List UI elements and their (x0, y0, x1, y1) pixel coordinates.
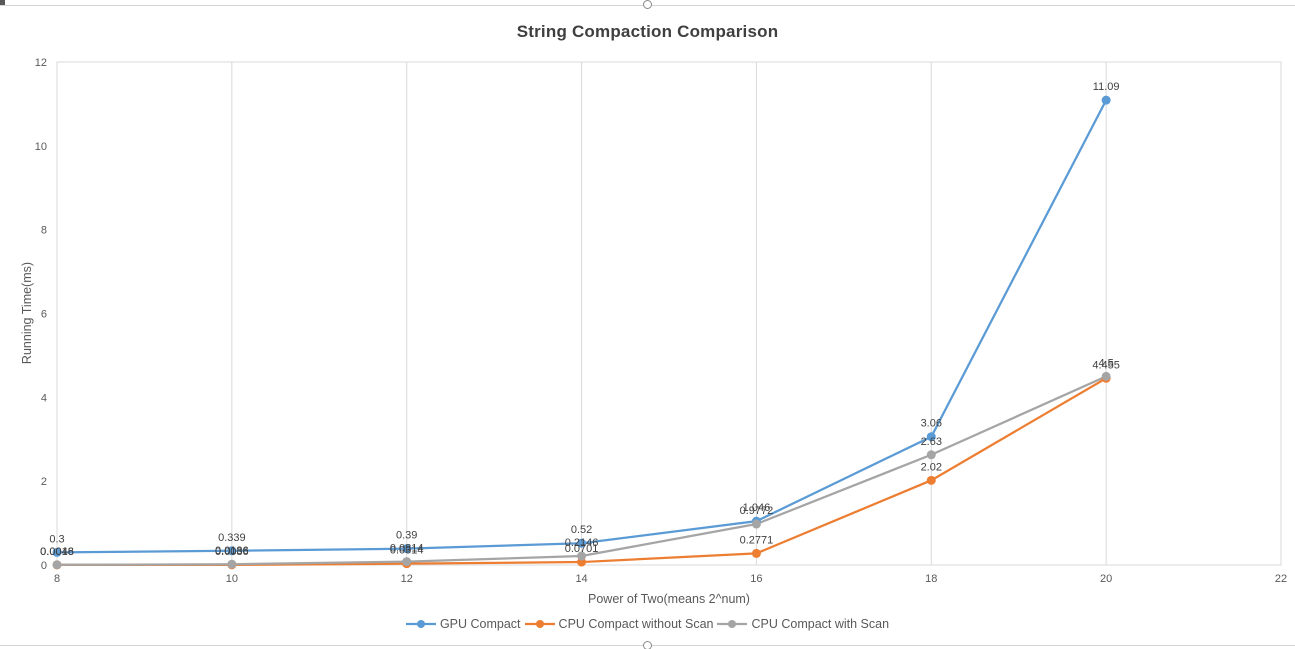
data-label-gpu-compact: 0.39 (396, 530, 417, 542)
legend-item-label: CPU Compact with Scan (751, 617, 890, 631)
data-label-cpu-compact-without-scan: 0.0036 (215, 546, 249, 558)
data-point-gpu-compact (227, 546, 237, 556)
resize-handle-bottom-center[interactable] (643, 641, 652, 649)
legend-marker-icon (717, 620, 748, 628)
x-axis-tick-label: 8 (54, 573, 60, 585)
y-axis-tick-label: 6 (41, 309, 47, 321)
data-label-cpu-compact-with-scan: 4.5 (1098, 357, 1113, 369)
data-label-gpu-compact: 0.52 (571, 524, 592, 536)
data-point-cpu-compact-with-scan (751, 519, 761, 529)
data-point-gpu-compact (1101, 95, 1111, 105)
x-axis-tick-label: 16 (750, 573, 762, 585)
data-label-gpu-compact: 3.06 (921, 418, 942, 430)
data-point-cpu-compact-with-scan (926, 450, 936, 460)
data-label-cpu-compact-with-scan: 0.0046 (40, 546, 74, 558)
legend-marker-icon (405, 620, 436, 628)
data-point-cpu-compact-with-scan (577, 551, 587, 561)
y-axis-tick-label: 8 (41, 225, 47, 237)
data-point-cpu-compact-with-scan (402, 557, 412, 567)
data-label-gpu-compact: 11.09 (1093, 81, 1120, 93)
y-axis-tick-label: 10 (35, 141, 47, 153)
x-axis-tick-label: 22 (1275, 573, 1287, 585)
y-axis-title: Running Time(ms) (20, 261, 34, 365)
legend-marker-icon (524, 620, 555, 628)
y-axis-tick-label: 4 (41, 392, 47, 404)
data-label-cpu-compact-with-scan: 0.0814 (390, 543, 424, 555)
data-label-cpu-compact-without-scan: 2.02 (921, 461, 942, 473)
data-point-cpu-compact-without-scan (751, 548, 761, 558)
x-axis-tick-label: 10 (226, 573, 238, 585)
data-label-cpu-compact-without-scan: 0.2771 (740, 534, 774, 546)
resize-handle-top-left[interactable] (0, 0, 5, 5)
data-label-cpu-compact-with-scan: 0.2146 (565, 537, 599, 549)
data-label-cpu-compact-with-scan: 2.63 (921, 436, 942, 448)
data-label-cpu-compact-without-scan: 4.455 (1092, 359, 1120, 371)
x-axis-tick-label: 18 (925, 573, 937, 585)
y-axis-tick-label: 12 (35, 57, 47, 69)
x-axis-tick-label: 20 (1100, 573, 1112, 585)
x-axis-title: Power of Two(means 2^num) (588, 592, 750, 606)
data-label-cpu-compact-with-scan: 0.9772 (740, 505, 774, 517)
data-label-cpu-compact-without-scan: 0.0314 (390, 545, 424, 557)
data-label-cpu-compact-without-scan: 0.0018 (40, 546, 74, 558)
y-axis-tick-label: 2 (41, 476, 47, 488)
y-axis-tick-label: 0 (41, 560, 47, 572)
data-label-gpu-compact: 1.046 (743, 502, 771, 514)
data-point-cpu-compact-with-scan (1101, 371, 1111, 381)
legend-item-cpu-compact-with-scan[interactable]: CPU Compact with Scan (717, 617, 889, 631)
data-point-cpu-compact-without-scan (926, 475, 936, 485)
resize-handle-top-center[interactable] (643, 0, 652, 9)
legend-item-gpu-compact[interactable]: GPU Compact (405, 617, 521, 631)
legend-item-label: GPU Compact (439, 617, 521, 631)
x-axis-tick-label: 14 (575, 573, 587, 585)
data-point-gpu-compact (52, 547, 62, 557)
data-point-gpu-compact (926, 432, 936, 442)
data-label-gpu-compact: 0.339 (218, 532, 246, 544)
data-point-cpu-compact-with-scan (227, 559, 237, 569)
x-axis-tick-label: 12 (401, 573, 413, 585)
legend-item-label: CPU Compact without Scan (558, 617, 714, 631)
legend-item-cpu-compact-without-scan[interactable]: CPU Compact without Scan (524, 617, 714, 631)
data-point-gpu-compact (577, 538, 587, 548)
plot-border (56, 61, 1282, 566)
data-label-cpu-compact-with-scan: 0.0186 (215, 545, 249, 557)
data-label-gpu-compact: 0.3 (49, 533, 64, 545)
chart-title: String Compaction Comparison (516, 22, 779, 41)
data-point-gpu-compact (402, 544, 412, 554)
data-label-cpu-compact-without-scan: 0.0701 (565, 543, 599, 555)
legend: GPU Compact CPU Compact without Scan CPU C… (0, 617, 1295, 631)
data-point-cpu-compact-with-scan (52, 560, 62, 570)
